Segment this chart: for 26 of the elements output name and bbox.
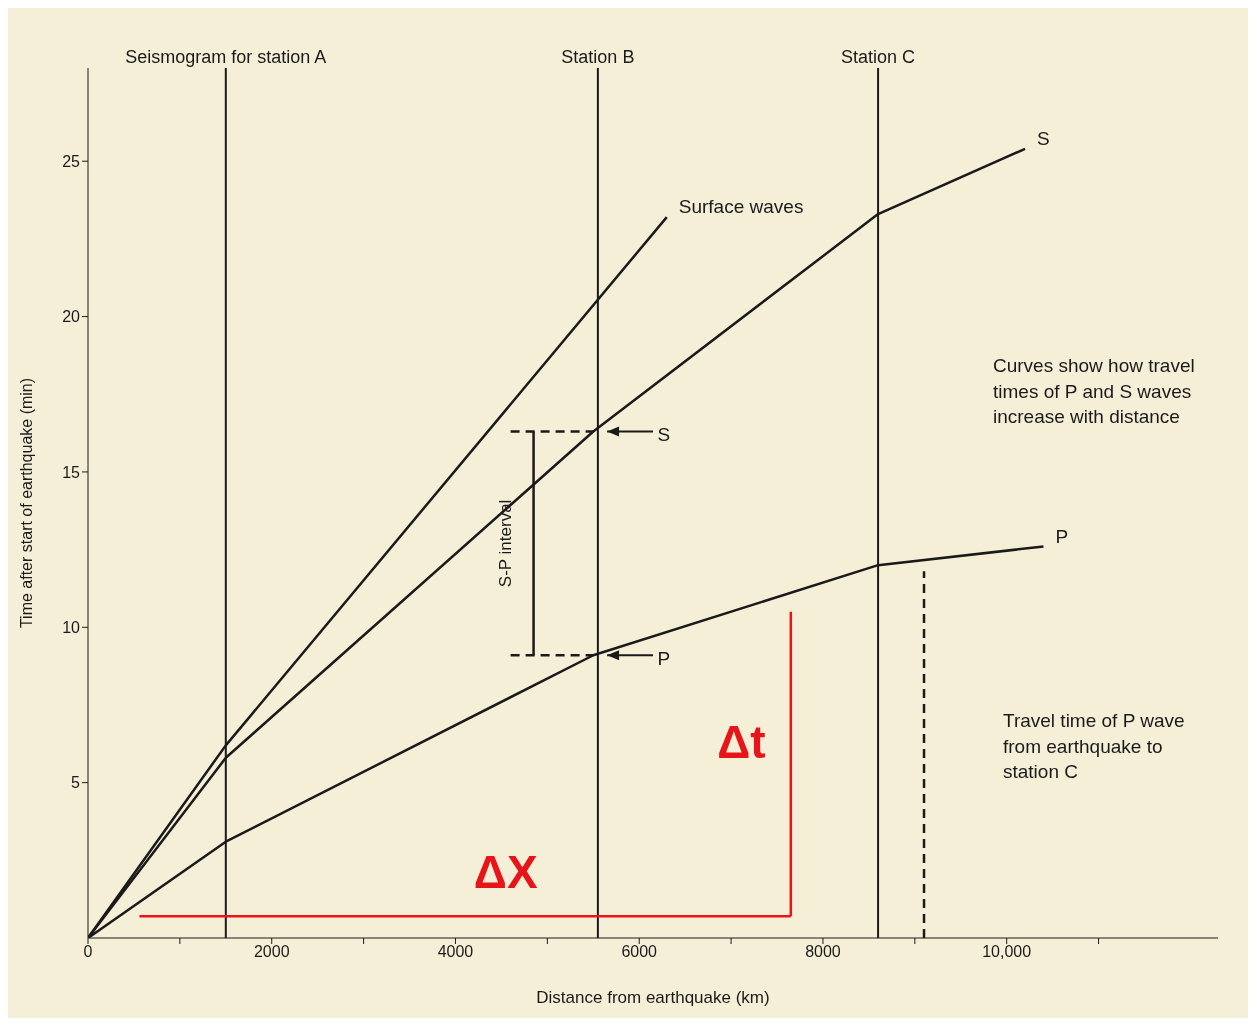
series-label: P [1055,525,1069,547]
ref-line-label: Station C [841,47,916,67]
y-tick-label: 15 [62,463,81,481]
annotation: S [657,423,671,445]
annotation: S-P interval [495,499,515,588]
annotation: Travel time of P wave from earthquake to station C [1003,709,1186,785]
annotation: ΔX [473,846,538,899]
annotation: Curves show how travel times of P and S waves increase with distance [993,354,1196,430]
ref-line-label: Seismogram for station A [125,47,327,67]
x-tick-label: 4000 [437,943,474,961]
y-tick-label: 10 [62,618,81,636]
x-tick-label: 6000 [621,943,658,961]
ref-line-label: Station B [561,47,635,67]
series-label: S [1037,127,1050,149]
x-tick-label: 8000 [805,943,841,961]
y-tick-label: 5 [71,774,81,792]
x-tick-label: 0 [83,943,93,961]
x-axis-title: Distance from earthquake (km) [536,988,770,1007]
x-tick-label: 10,000 [982,943,1032,961]
annotation: P [657,647,671,669]
y-tick-label: 25 [62,152,81,170]
annotation: Δt [717,715,766,768]
series-label: Surface waves [678,196,804,218]
y-tick-label: 20 [62,308,81,326]
y-axis-title: Time after start of earthquake (min) [17,377,35,629]
x-tick-label: 2000 [253,943,290,961]
